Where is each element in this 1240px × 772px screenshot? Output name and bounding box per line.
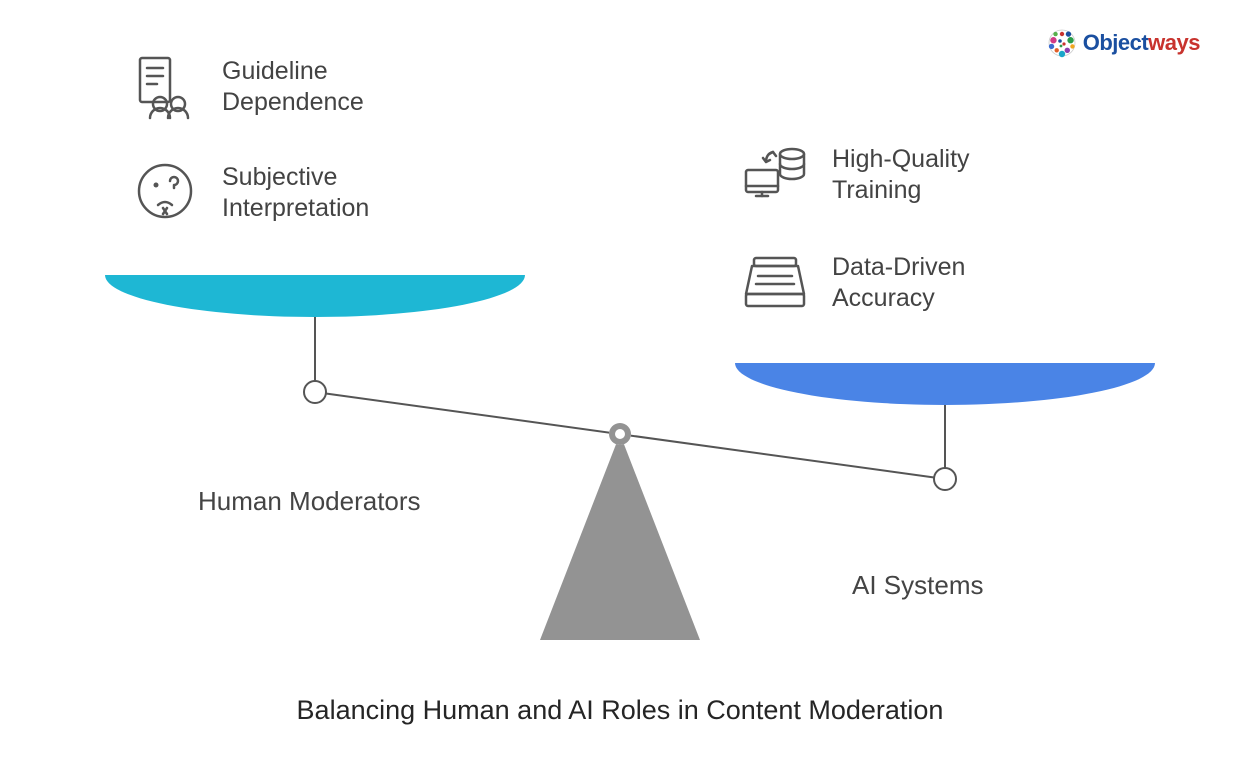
feature-label: High-QualityTraining xyxy=(832,144,970,207)
left-feature-thinking: SubjectiveInterpretation xyxy=(130,158,369,228)
right-feature-scanner: Data-DrivenAccuracy xyxy=(740,248,965,318)
left-feature-guideline: GuidelineDependence xyxy=(130,52,364,122)
scanner-icon xyxy=(740,248,810,318)
feature-label: SubjectiveInterpretation xyxy=(222,162,369,225)
thinking-icon xyxy=(130,158,200,228)
training-icon xyxy=(740,140,810,210)
feature-label: GuidelineDependence xyxy=(222,56,364,119)
right-feature-training: High-QualityTraining xyxy=(740,140,970,210)
left-side-label: Human Moderators xyxy=(198,486,421,517)
guideline-icon xyxy=(130,52,200,122)
right-side-label: AI Systems xyxy=(852,570,983,601)
diagram-caption: Balancing Human and AI Roles in Content … xyxy=(0,695,1240,726)
feature-label: Data-DrivenAccuracy xyxy=(832,252,965,315)
